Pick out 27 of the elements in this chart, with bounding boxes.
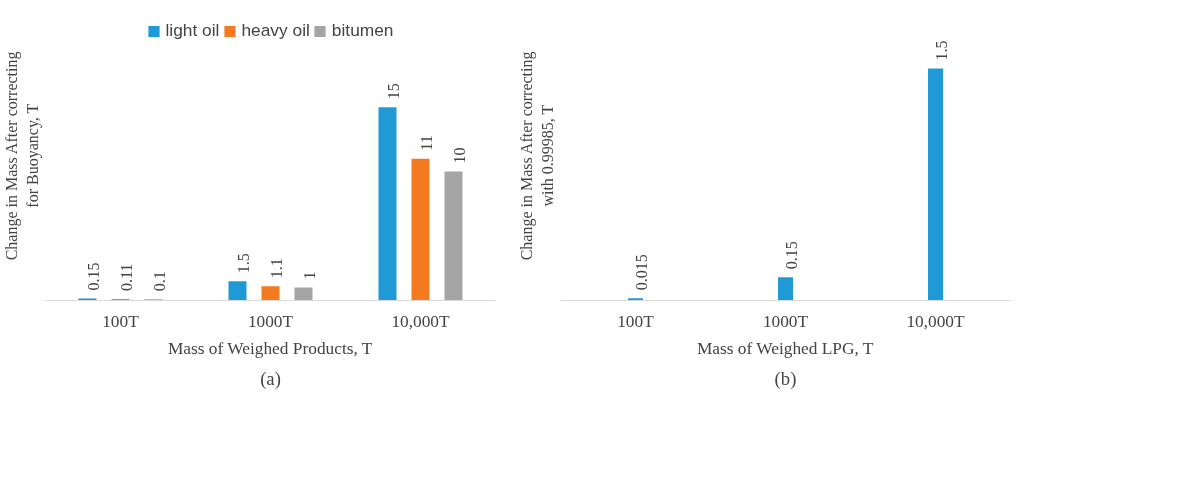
x-tick-label: 10,000T [906, 311, 966, 331]
legend-label: heavy oil [241, 20, 310, 41]
x-tick-label: 100T [102, 311, 140, 331]
legend-label: light oil [165, 20, 220, 41]
x-tick-label: 1000T [762, 311, 809, 331]
text: (b) [774, 367, 797, 390]
data-label: 1.5 [235, 253, 252, 274]
x-axis-title: Mass of Weighed LPG, T [696, 338, 874, 358]
data-label: 15 [385, 83, 402, 100]
data-label: 1 [301, 271, 318, 280]
data-label: 0.015 [633, 254, 650, 291]
data-label: 10 [451, 147, 468, 164]
data-label: 0.15 [783, 241, 800, 270]
x-tick-label: 1000T [247, 311, 294, 331]
text: (a) [260, 367, 281, 390]
x-axis-title: Mass of Weighed Products, T [167, 338, 373, 358]
legend-label: bitumen [331, 20, 394, 41]
data-label: 0.11 [118, 263, 135, 292]
x-tick-label: 100T [617, 311, 655, 331]
y-axis-title: Change in Mass After correcting with 0.99985, T [518, 51, 556, 261]
x-tick-label: 10,000T [391, 311, 451, 331]
data-label: 11 [418, 135, 435, 151]
data-label: 1.5 [933, 40, 950, 61]
data-label: 1.1 [268, 258, 285, 279]
data-label: 0.1 [151, 271, 168, 292]
data-label: 0.15 [85, 262, 102, 291]
y-axis-title: Change in Mass After correcting for Buoyancy, T [3, 51, 42, 261]
